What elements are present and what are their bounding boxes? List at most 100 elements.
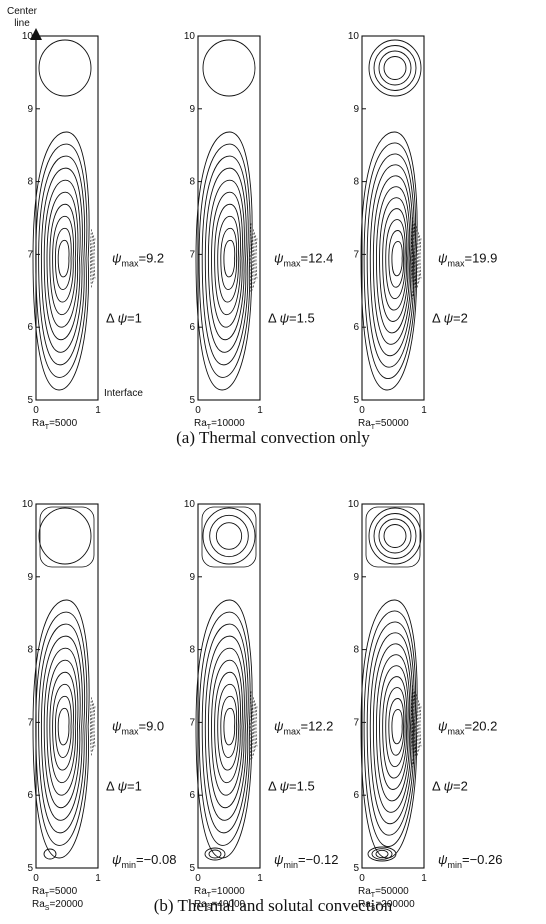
psi-max-label: ψmax=9.0 xyxy=(112,718,164,736)
y-tick-label: 10 xyxy=(184,499,196,510)
streamline xyxy=(378,50,412,86)
psi-min-label: ψmin=−0.12 xyxy=(274,852,338,870)
center-line-label: Center xyxy=(7,6,38,17)
y-tick-label: 7 xyxy=(353,717,359,728)
y-tick-label: 9 xyxy=(353,104,359,115)
panel-frame xyxy=(197,35,261,401)
x-tick-label: 1 xyxy=(95,405,101,416)
streamline xyxy=(379,197,409,322)
y-tick-label: 7 xyxy=(27,249,33,260)
caption-b: (b) Thermal and solutal convection xyxy=(153,896,393,915)
streamline xyxy=(376,186,411,334)
streamline xyxy=(217,215,239,303)
boundary-streamline xyxy=(252,697,254,756)
x-tick-label: 0 xyxy=(359,405,365,416)
streamline xyxy=(383,524,407,548)
panel-frame xyxy=(35,35,99,401)
boundary-streamline xyxy=(250,226,253,291)
streamline xyxy=(35,611,88,846)
y-tick-label: 7 xyxy=(27,717,33,728)
y-tick-label: 10 xyxy=(348,31,360,42)
streamline xyxy=(373,45,417,91)
x-tick-label: 1 xyxy=(257,405,263,416)
boundary-streamline xyxy=(92,703,95,750)
psi-max-label: ψmax=20.2 xyxy=(438,718,497,736)
delta-psi-label: Δ ψ=1 xyxy=(106,310,142,325)
boundary-streamline xyxy=(93,238,96,279)
streamline xyxy=(223,707,236,746)
streamline xyxy=(40,167,83,353)
streamline xyxy=(375,849,389,859)
streamline xyxy=(52,683,74,771)
x-tick-label: 0 xyxy=(195,405,201,416)
y-tick-label: 8 xyxy=(189,177,195,188)
streamline xyxy=(35,143,88,378)
y-tick-label: 9 xyxy=(353,572,359,583)
streamline xyxy=(57,239,70,278)
streamline xyxy=(366,621,415,836)
boundary-streamline xyxy=(416,697,418,756)
y-tick-label: 6 xyxy=(353,790,359,801)
y-tick-label: 5 xyxy=(189,395,195,406)
streamline xyxy=(368,507,422,565)
streamline xyxy=(369,632,414,825)
streamline xyxy=(38,623,86,834)
psi-max-label: ψmax=9.2 xyxy=(112,250,164,268)
streamline xyxy=(49,203,77,316)
delta-psi-label: Δ ψ=1 xyxy=(106,778,142,793)
y-tick-label: 6 xyxy=(189,322,195,333)
streamline xyxy=(366,153,415,368)
ra-t-label: RaT=10000 xyxy=(194,886,245,899)
boundary-streamline xyxy=(252,229,254,288)
streamline xyxy=(220,695,238,758)
psi-min-label: ψmin=−0.26 xyxy=(438,852,502,870)
streamline xyxy=(54,695,72,758)
boundary-streamline xyxy=(412,688,415,765)
streamline xyxy=(369,164,414,357)
boundary-streamline xyxy=(413,691,416,762)
streamline xyxy=(220,227,238,290)
streamline xyxy=(52,215,74,303)
y-tick-label: 6 xyxy=(189,790,195,801)
streamline xyxy=(207,647,245,809)
boundary-streamline xyxy=(418,235,421,282)
x-tick-label: 0 xyxy=(359,873,365,884)
x-tick-label: 0 xyxy=(33,873,39,884)
x-tick-label: 1 xyxy=(421,405,427,416)
boundary-streamline xyxy=(249,223,252,294)
boundary-streamline xyxy=(250,694,253,759)
streamline xyxy=(372,175,412,345)
interface-label: Interface xyxy=(104,388,143,399)
boundary-streamline xyxy=(419,238,422,279)
streamline xyxy=(43,848,57,860)
streamline xyxy=(202,39,256,97)
panel-a-2: 5 6 7 8 9 10 0 1 ψmax=12.4 Δ ψ=1.5 RaT=10000 xyxy=(184,31,334,431)
streamline xyxy=(202,507,256,565)
streamline xyxy=(382,208,408,311)
streamline xyxy=(38,39,92,97)
streamline xyxy=(208,849,222,859)
panel-a-3: 5 6 7 8 9 10 0 1 ψmax=19.9 Δ ψ=2 RaT=50000 xyxy=(348,31,498,431)
streamline xyxy=(198,143,251,378)
y-tick-label: 9 xyxy=(189,572,195,583)
ra-t-label: RaT=5000 xyxy=(32,418,78,431)
streamline xyxy=(38,155,86,366)
streamline xyxy=(209,514,249,558)
boundary-streamline xyxy=(411,685,413,768)
boundary-streamline xyxy=(90,229,92,288)
streamline xyxy=(204,847,226,861)
boundary-streamline xyxy=(414,694,417,759)
boundary-streamline xyxy=(414,226,417,291)
ra-s-label: RaS=200000 xyxy=(358,899,415,912)
ra-t-label: RaT=50000 xyxy=(358,886,409,899)
boundary-streamline xyxy=(254,703,257,750)
streamline xyxy=(378,518,412,554)
ra-s-label: RaS=40000 xyxy=(194,899,246,912)
y-tick-label: 10 xyxy=(348,499,360,510)
boundary-streamline xyxy=(416,229,418,288)
boundary-streamline xyxy=(412,220,415,297)
streamline xyxy=(201,623,249,834)
streamline xyxy=(223,239,236,278)
streamline xyxy=(371,848,393,860)
boundary-streamline xyxy=(91,700,93,753)
